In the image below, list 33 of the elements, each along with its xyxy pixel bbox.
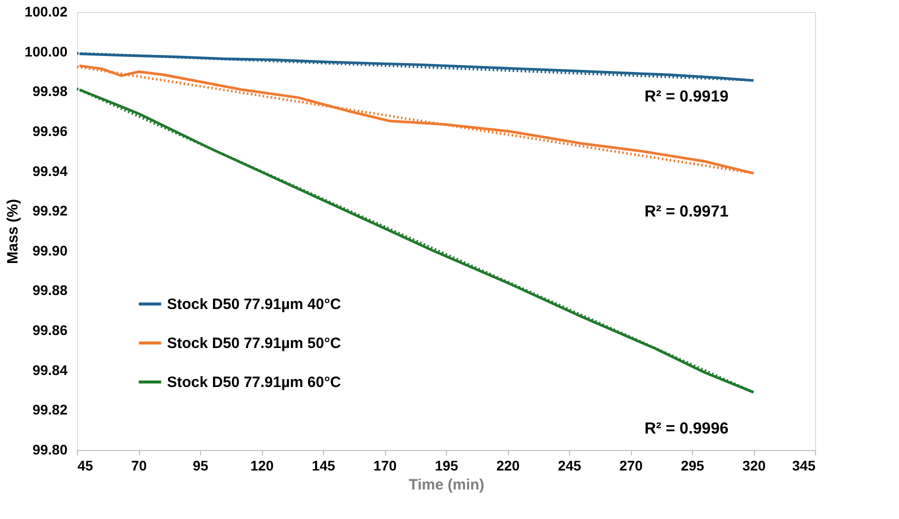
y-tick-label: 99.80 <box>32 442 68 458</box>
y-tick-label: 99.98 <box>32 83 68 100</box>
x-tick-label: 70 <box>131 458 147 474</box>
y-tick-label: 100.00 <box>24 43 68 60</box>
x-tick-label: 45 <box>78 458 94 474</box>
legend-label: Stock D50 77.91µm 40°C <box>167 296 342 313</box>
x-tick-label: 120 <box>250 458 274 474</box>
y-axis-title: Mass (%) <box>4 198 22 264</box>
x-tick-label: 195 <box>434 458 458 474</box>
x-tick-label: 145 <box>312 458 336 474</box>
x-tick-label: 95 <box>192 458 208 474</box>
x-axis-title: Time (min) <box>408 476 484 494</box>
annotation: R² = 0.9919 <box>644 88 729 106</box>
x-tick-label: 320 <box>742 458 766 474</box>
y-tick-label: 99.92 <box>32 202 68 219</box>
y-tick-label: 99.84 <box>32 362 68 378</box>
y-tick-label: 99.94 <box>32 162 68 179</box>
y-tick-label: 99.90 <box>32 242 68 258</box>
y-tick-label: 99.82 <box>32 402 68 418</box>
y-tick-label: 99.96 <box>32 122 68 139</box>
annotation: R² = 0.9971 <box>644 203 729 220</box>
y-tick-label: 99.88 <box>32 282 68 298</box>
legend-label: Stock D50 77.91µm 50°C <box>167 335 342 352</box>
y-tick-label: 100.02 <box>24 4 68 20</box>
x-tick-label: 220 <box>496 458 520 474</box>
y-tick-label: 99.86 <box>32 322 68 338</box>
x-tick-label: 345 <box>792 458 816 474</box>
x-tick-label: 170 <box>373 458 397 474</box>
x-tick-label: 295 <box>680 458 704 474</box>
x-tick-label: 245 <box>558 458 582 474</box>
x-tick-label: 270 <box>619 458 643 474</box>
annotation: R² = 0.9996 <box>644 420 729 438</box>
legend-label: Stock D50 77.91µm 60°C <box>167 374 342 391</box>
